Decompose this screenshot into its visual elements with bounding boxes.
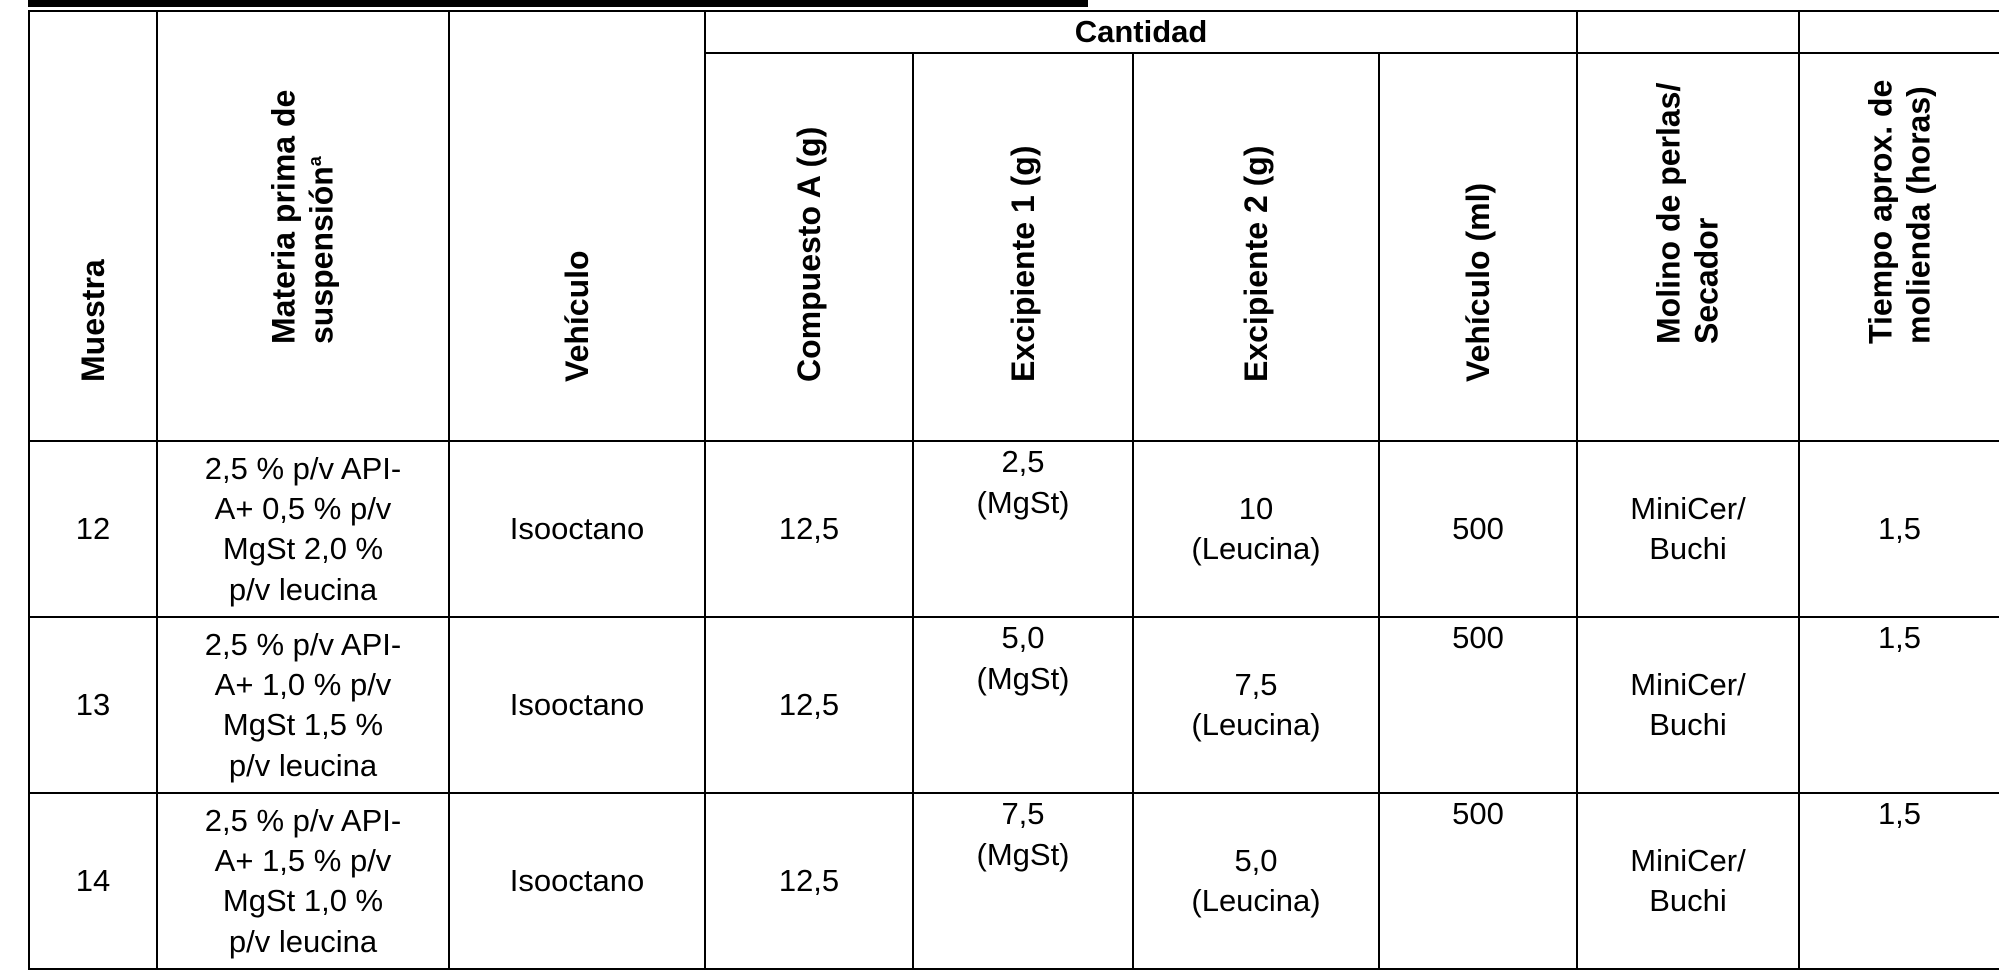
header-vehiculo-ml-label: Vehículo (ml) xyxy=(1459,182,1496,382)
cell-vehiculo-ml: 500 xyxy=(1378,616,1578,795)
header-materia-text: Materia prima de suspensión xyxy=(265,89,340,344)
cell-excipiente2: 7,5 (Leucina) xyxy=(1132,616,1380,795)
cell-excipiente2: 5,0 (Leucina) xyxy=(1132,792,1380,970)
cell-muestra: 14 xyxy=(28,792,158,970)
header-compuesto-label: Compuesto A (g) xyxy=(790,126,827,382)
cell-vehiculo-ml: 500 xyxy=(1378,440,1578,619)
cell-compuesto: 12,5 xyxy=(704,792,914,970)
cell-excipiente1: 7,5 (MgSt) xyxy=(912,792,1134,970)
header-excipiente1-label: Excipiente 1 (g) xyxy=(1004,145,1041,382)
cell-muestra: 12 xyxy=(28,440,158,619)
cell-tiempo: 1,5 xyxy=(1798,616,1999,795)
formulation-table: Muestra Materia prima de suspensióna Veh… xyxy=(28,9,1999,970)
header-row-top: Muestra Materia prima de suspensióna Veh… xyxy=(28,9,1999,443)
header-muestra: Muestra xyxy=(28,9,158,443)
cell-tiempo: 1,5 xyxy=(1798,792,1999,970)
cell-vehiculo: Isooctano xyxy=(448,440,706,619)
cell-compuesto: 12,5 xyxy=(704,440,914,619)
header-vehiculo-label: Vehículo xyxy=(558,250,595,382)
header-cantidad-group: Cantidad xyxy=(704,9,1578,55)
cell-materia: 2,5 % p/v API- A+ 0,5 % p/v MgSt 2,0 % p… xyxy=(156,440,450,619)
cell-molino: MiniCer/ Buchi xyxy=(1576,792,1800,970)
cell-muestra: 13 xyxy=(28,616,158,795)
header-materia-label: Materia prima de suspensióna xyxy=(265,84,342,344)
header-excipiente2-label: Excipiente 2 (g) xyxy=(1237,145,1274,382)
header-compuesto: Compuesto A (g) xyxy=(704,52,914,443)
header-excipiente2: Excipiente 2 (g) xyxy=(1132,52,1380,443)
header-muestra-label: Muestra xyxy=(74,259,111,382)
cell-compuesto: 12,5 xyxy=(704,616,914,795)
table-row: 13 2,5 % p/v API- A+ 1,0 % p/v MgSt 1,5 … xyxy=(28,616,1999,795)
header-materia-footnote: a xyxy=(305,155,326,166)
cell-vehiculo-ml: 500 xyxy=(1378,792,1578,970)
cell-excipiente1: 5,0 (MgSt) xyxy=(912,616,1134,795)
header-tiempo-top-spacer xyxy=(1798,9,1999,55)
table-row: 14 2,5 % p/v API- A+ 1,5 % p/v MgSt 1,0 … xyxy=(28,792,1999,970)
header-molino: Molino de perlas/ Secador xyxy=(1576,52,1800,443)
cell-materia: 2,5 % p/v API- A+ 1,0 % p/v MgSt 1,5 % p… xyxy=(156,616,450,795)
header-excipiente1: Excipiente 1 (g) xyxy=(912,52,1134,443)
cell-molino: MiniCer/ Buchi xyxy=(1576,616,1800,795)
header-row-bottom: Compuesto A (g) Excipiente 1 (g) Excipie… xyxy=(29,52,1999,443)
cell-molino: MiniCer/ Buchi xyxy=(1576,440,1800,619)
header-materia: Materia prima de suspensióna xyxy=(156,9,450,443)
top-rule xyxy=(28,0,1088,7)
cell-excipiente2: 10 (Leucina) xyxy=(1132,440,1380,619)
cell-vehiculo: Isooctano xyxy=(448,616,706,795)
header-tiempo-label: Tiempo aprox. de molienda (horas) xyxy=(1862,79,1937,344)
header-vehiculo: Vehículo xyxy=(448,9,706,443)
header-molino-top-spacer xyxy=(1576,9,1800,55)
cell-excipiente1: 2,5 (MgSt) xyxy=(912,440,1134,619)
cell-tiempo: 1,5 xyxy=(1798,440,1999,619)
cell-vehiculo: Isooctano xyxy=(448,792,706,970)
cell-materia: 2,5 % p/v API- A+ 1,5 % p/v MgSt 1,0 % p… xyxy=(156,792,450,970)
table-row: 12 2,5 % p/v API- A+ 0,5 % p/v MgSt 2,0 … xyxy=(28,440,1999,619)
header-molino-label: Molino de perlas/ Secador xyxy=(1650,82,1725,344)
header-tiempo: Tiempo aprox. de molienda (horas) xyxy=(1798,52,1999,443)
header-vehiculo-ml: Vehículo (ml) xyxy=(1378,52,1578,443)
